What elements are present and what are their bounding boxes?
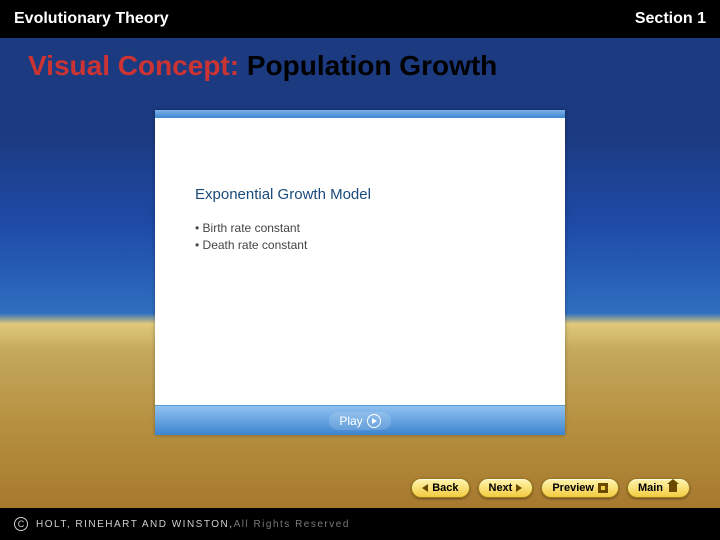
play-label: Play — [339, 414, 362, 428]
media-bullet: Birth rate constant — [195, 221, 565, 235]
home-icon — [667, 483, 679, 493]
header-topic: Evolutionary Theory — [14, 10, 169, 28]
nav-label: Main — [638, 482, 663, 494]
arrow-left-icon — [422, 484, 428, 492]
title-prefix: Visual Concept: — [28, 50, 247, 81]
preview-button[interactable]: Preview — [541, 478, 619, 498]
nav-row: Back Next Preview Main — [0, 478, 720, 498]
nav-label: Back — [432, 482, 458, 494]
media-heading: Exponential Growth Model — [195, 186, 565, 203]
media-panel: Exponential Growth Model Birth rate cons… — [155, 110, 565, 435]
arrow-right-icon — [516, 484, 522, 492]
media-bullet-list: Birth rate constant Death rate constant — [195, 221, 565, 252]
title-main: Population Growth — [247, 50, 497, 81]
play-icon — [367, 414, 381, 428]
media-bullet: Death rate constant — [195, 238, 565, 252]
main-button[interactable]: Main — [627, 478, 690, 498]
play-button[interactable]: Play — [329, 412, 390, 430]
copyright-icon: C — [14, 517, 28, 531]
media-topbar — [155, 110, 565, 118]
footer-rights: All Rights Reserved — [234, 519, 350, 530]
footer-publisher: HOLT, RINEHART AND WINSTON, — [36, 519, 234, 530]
slide-title: Visual Concept: Population Growth — [28, 50, 497, 82]
back-button[interactable]: Back — [411, 478, 469, 498]
preview-icon — [598, 483, 608, 493]
media-content: Exponential Growth Model Birth rate cons… — [155, 118, 565, 405]
nav-label: Next — [489, 482, 513, 494]
header-section: Section 1 — [635, 10, 706, 28]
next-button[interactable]: Next — [478, 478, 534, 498]
footer: C HOLT, RINEHART AND WINSTON, All Rights… — [0, 508, 720, 540]
media-playbar[interactable]: Play — [155, 405, 565, 435]
slide-header: Evolutionary Theory Section 1 — [0, 0, 720, 38]
nav-label: Preview — [552, 482, 594, 494]
